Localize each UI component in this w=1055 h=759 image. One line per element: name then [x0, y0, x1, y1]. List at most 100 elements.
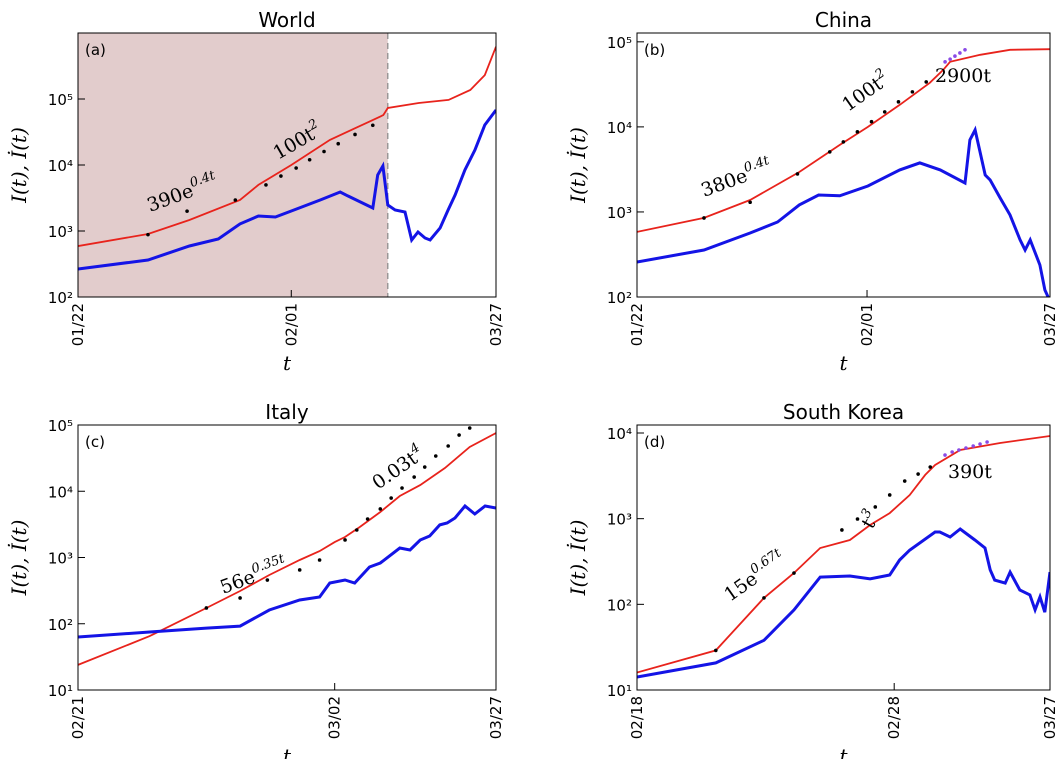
fit-dot [953, 54, 957, 58]
fit-dot [902, 479, 907, 483]
fit-dot [370, 123, 375, 128]
x-tick-label: 01/22 [69, 303, 87, 346]
fit-dot [943, 60, 947, 64]
y-tick-label: 10⁵ [48, 91, 73, 109]
fit-dot [317, 558, 322, 562]
fit-dot [365, 517, 370, 521]
fit-dot [389, 496, 393, 500]
x-tick-label: 03/27 [1041, 696, 1055, 739]
fit-dot [882, 110, 887, 114]
y-tick-label: 10² [607, 289, 632, 307]
fit-dot [146, 232, 150, 237]
plot-area [637, 435, 1050, 679]
series-line [78, 432, 496, 666]
series-line [78, 46, 496, 247]
fit-annotation: 56e0.35t [216, 551, 291, 599]
chart-title: Italy [265, 400, 309, 424]
fit-dot [307, 157, 312, 162]
series-line [637, 48, 1050, 233]
panel: 10² 10³ 10⁴ 10⁵ 01/22 02/01 03/27 World (a) I(t),… [7, 8, 505, 375]
x-tick-label: 01/22 [628, 303, 646, 346]
fit-dot [467, 426, 472, 430]
fit-dot [294, 166, 298, 170]
fit-dot [964, 446, 968, 450]
x-tick-label: 03/02 [326, 696, 344, 739]
y-tick-label: 10⁴ [607, 425, 632, 443]
fit-dot [840, 528, 844, 532]
fit-dot [916, 472, 920, 476]
y-tick-label: 10⁴ [607, 119, 632, 137]
fit-dot [446, 444, 450, 448]
fit-dot [322, 149, 326, 154]
y-axis-label: I(t), İ(t) [7, 520, 31, 597]
fit-dot [985, 440, 989, 444]
annotation-base: 390t [948, 461, 992, 483]
annotation-base: 380e [698, 165, 750, 202]
y-axis-label: I(t), İ(t) [566, 520, 590, 597]
x-axis-label: t [839, 744, 848, 759]
y-tick-label: 10² [607, 596, 632, 614]
fit-dot [762, 596, 766, 600]
fit-dot [958, 51, 962, 55]
fit-dot [957, 448, 961, 452]
fit-dot [233, 198, 238, 202]
fit-dot [924, 80, 929, 84]
y-tick-label: 10² [48, 616, 73, 634]
y-tick-label: 10¹ [607, 682, 632, 700]
shaded-region [78, 33, 388, 297]
fit-dot [950, 450, 954, 454]
series-line [637, 527, 1050, 679]
x-axis-label: t [283, 351, 292, 375]
fit-dot [827, 150, 832, 154]
fit-dot [265, 578, 270, 582]
y-tick-label: 10² [48, 289, 73, 307]
x-axis-label: t [283, 744, 292, 759]
series-line [78, 109, 496, 271]
fit-dot [336, 141, 341, 146]
series-line [637, 435, 1050, 674]
fit-dot [948, 57, 952, 61]
fit-dot [855, 130, 860, 134]
fit-dot [204, 606, 209, 610]
x-tick-label: 03/27 [1041, 303, 1055, 346]
x-tick-label: 02/01 [858, 303, 876, 346]
fit-dot [343, 538, 347, 542]
x-tick-label: 02/21 [69, 696, 87, 739]
x-axis-label: t [839, 351, 848, 375]
fit-dot [855, 517, 860, 521]
fit-annotation: 15e0.67t [719, 545, 791, 606]
fit-dot [264, 183, 268, 187]
chart-title: China [815, 8, 872, 32]
x-tick-label: 02/28 [885, 696, 903, 739]
fit-annotation: 380e0.4t [697, 153, 775, 202]
x-tick-label: 02/01 [282, 303, 300, 346]
axes-frame [77, 424, 497, 691]
series-line [78, 503, 496, 639]
y-tick-label: 10⁵ [607, 34, 632, 52]
annotation-base: 2900t [935, 65, 991, 87]
plot-area [637, 47, 1050, 297]
fit-annotation: 390t [948, 461, 992, 483]
panel: 10² 10³ 10⁴ 10⁵ 01/22 02/01 03/27 China (b) I(t),… [566, 8, 1055, 375]
annotation-exponent: 0.35t [249, 551, 287, 577]
axes-frame [636, 424, 1051, 691]
fit-dot [433, 454, 438, 458]
fit-dot [971, 444, 975, 448]
fit-annotation: 2900t [935, 65, 991, 87]
plot-area [78, 426, 496, 666]
x-tick-label: 02/18 [628, 696, 646, 739]
panel-label: (a) [85, 41, 106, 59]
fit-dot [354, 528, 359, 532]
panel-label: (b) [644, 41, 665, 59]
fit-dot [353, 132, 357, 137]
fit-dot [873, 505, 878, 509]
fit-dot [378, 507, 383, 511]
y-axis-label: I(t), İ(t) [7, 127, 31, 204]
fit-dot [238, 596, 242, 600]
fit-dot [297, 568, 302, 572]
y-tick-label: 10³ [607, 511, 632, 529]
y-tick-label: 10³ [48, 223, 73, 241]
fit-dot [910, 90, 915, 94]
fit-annotation: 100t2 [837, 66, 894, 116]
